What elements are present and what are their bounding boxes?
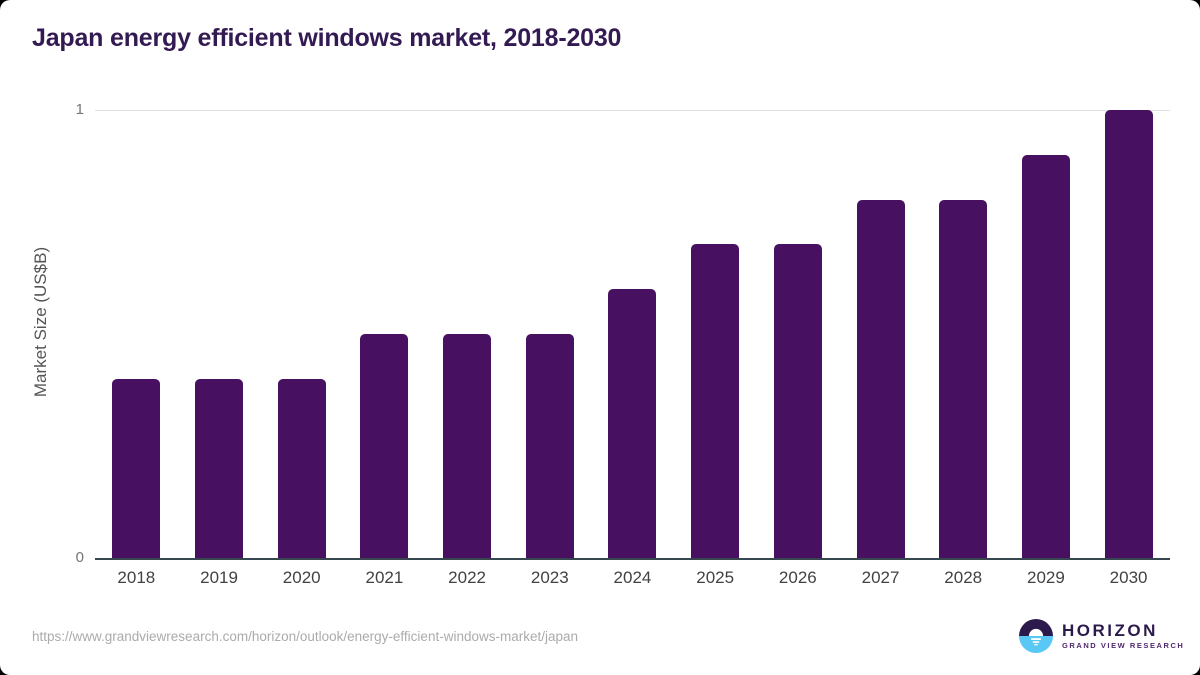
x-tick-2025: 2025 [696, 568, 735, 587]
bar-slot-2026 [757, 110, 840, 558]
y-tick-1: 1 [75, 101, 84, 118]
chart-title: Japan energy efficient windows market, 2… [32, 24, 622, 52]
logo-subbrand: GRAND VIEW RESEARCH [1062, 641, 1185, 650]
bar-2021[interactable] [360, 334, 409, 558]
bar-2027[interactable] [856, 199, 905, 558]
bar-slot-2020 [260, 110, 343, 558]
bar-slot-2024 [591, 110, 674, 558]
x-tick-2020: 2020 [282, 568, 321, 587]
x-tick-2030: 2030 [1109, 568, 1148, 587]
horizon-logo: HORIZON GRAND VIEW RESEARCH [1019, 619, 1184, 653]
x-tick-2026: 2026 [778, 568, 817, 587]
x-tick-2019: 2019 [200, 568, 238, 587]
bar-slot-2022 [426, 110, 509, 558]
bar-2018[interactable] [112, 378, 161, 558]
x-tick-2027: 2027 [861, 568, 900, 587]
x-tick-2022: 2022 [448, 568, 486, 587]
source-url: https://www.grandviewresearch.com/horizo… [32, 629, 579, 644]
bar-2026[interactable] [773, 244, 822, 558]
x-tick-2029: 2029 [1026, 568, 1065, 587]
bar-slot-2018 [95, 110, 178, 558]
bar-slot-2021 [343, 110, 426, 558]
x-tick-2024: 2024 [613, 568, 652, 587]
y-tick-0: 0 [75, 549, 84, 566]
x-tick-2021: 2021 [365, 568, 404, 587]
horizon-sun-icon [1019, 619, 1053, 653]
logo-brand: HORIZON [1062, 621, 1158, 640]
bar-2025[interactable] [691, 244, 740, 558]
bar-slot-2019 [178, 110, 261, 558]
bars-container [95, 110, 1170, 558]
x-tick-2028: 2028 [944, 568, 983, 587]
x-tick-2023: 2023 [530, 568, 569, 587]
bar-slot-2030 [1087, 110, 1170, 558]
x-tick-2018: 2018 [117, 568, 156, 587]
bar-slot-2025 [674, 110, 757, 558]
plot-area [95, 110, 1170, 560]
gridline-y1 [95, 110, 1170, 111]
bar-slot-2028 [922, 110, 1005, 558]
bar-2028[interactable] [939, 199, 988, 558]
bar-2020[interactable] [277, 378, 326, 558]
bar-2030[interactable] [1104, 110, 1153, 558]
bar-2019[interactable] [195, 378, 244, 558]
bar-slot-2023 [508, 110, 591, 558]
bar-2022[interactable] [443, 334, 492, 558]
logo-text: HORIZON GRAND VIEW RESEARCH [1062, 621, 1185, 651]
bar-slot-2027 [839, 110, 922, 558]
bar-2023[interactable] [525, 334, 574, 558]
bar-2024[interactable] [608, 289, 657, 558]
x-axis-line [95, 558, 1170, 560]
bar-2029[interactable] [1021, 154, 1070, 558]
bar-slot-2029 [1005, 110, 1088, 558]
x-axis-labels: 2018 2019 2020 2021 2022 2023 2024 2025 2026 2027… [95, 568, 1170, 588]
y-axis-label: Market Size (US$B) [31, 246, 50, 398]
